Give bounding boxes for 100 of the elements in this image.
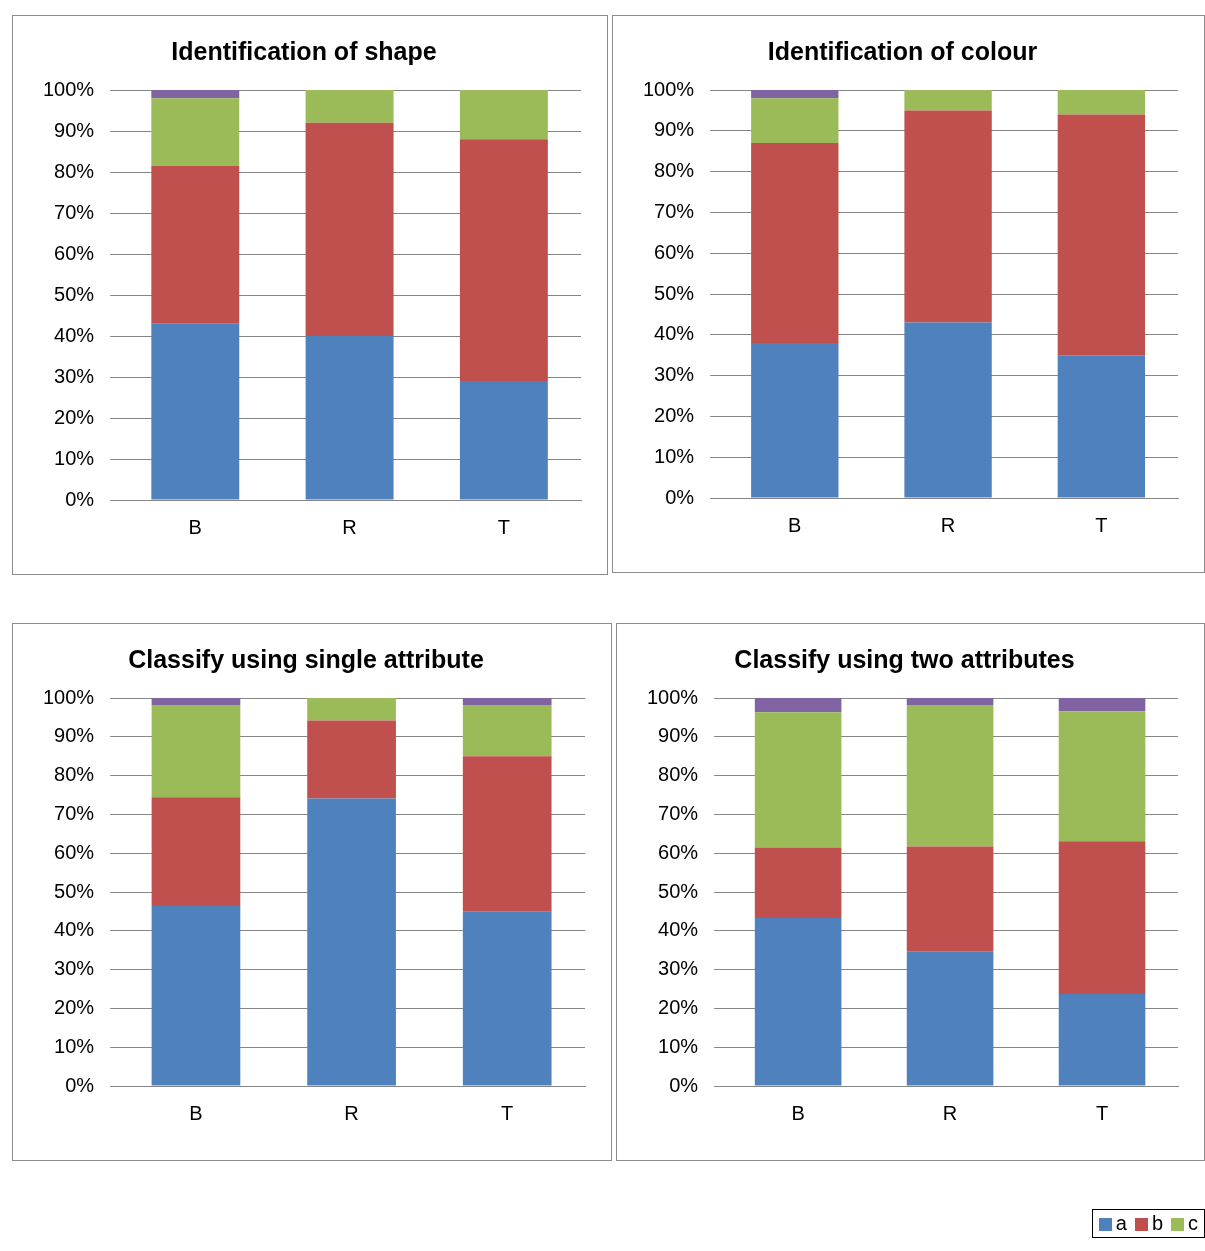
bar <box>151 323 240 500</box>
bar <box>459 381 548 500</box>
bar <box>305 336 394 500</box>
x-tick-label: T <box>501 1101 514 1124</box>
bar <box>462 756 552 912</box>
bar <box>462 698 552 705</box>
bar <box>1057 355 1146 498</box>
bar <box>151 90 240 99</box>
x-tick-label: B <box>791 1101 805 1124</box>
x-tick-label: B <box>189 1101 203 1124</box>
bar <box>1058 698 1146 712</box>
bar <box>305 90 394 123</box>
y-tick-label: 100% <box>43 77 95 100</box>
bar <box>151 98 240 166</box>
bar <box>151 905 241 1086</box>
legend-label: c <box>1187 1212 1198 1235</box>
x-tick-label: T <box>1095 1101 1109 1124</box>
y-tick-label: 60% <box>658 840 699 863</box>
y-tick-label: 80% <box>54 763 95 786</box>
bar <box>906 846 994 952</box>
bar <box>904 90 992 111</box>
x-tick-label: B <box>188 515 202 538</box>
bar <box>904 322 992 498</box>
bar <box>151 165 240 324</box>
bar <box>151 704 241 798</box>
y-tick-label: 30% <box>658 957 699 980</box>
y-tick-label: 20% <box>54 995 95 1018</box>
x-tick-label: R <box>344 1101 359 1124</box>
y-tick-label: 10% <box>658 1034 699 1057</box>
y-tick-label: 50% <box>54 282 95 305</box>
bar <box>1058 994 1146 1086</box>
y-tick-label: 20% <box>54 405 95 428</box>
y-tick-label: 20% <box>654 403 695 426</box>
bar <box>151 797 241 906</box>
bar <box>1058 841 1146 995</box>
x-tick-label: T <box>497 515 510 538</box>
y-tick-label: 80% <box>658 763 699 786</box>
legend-label: b <box>1150 1212 1163 1235</box>
y-tick-label: 0% <box>665 485 695 508</box>
y-tick-label: 90% <box>54 724 95 747</box>
y-tick-label: 70% <box>658 801 699 824</box>
bar <box>459 90 548 140</box>
bar <box>906 704 994 847</box>
bar <box>1057 90 1146 115</box>
y-tick-label: 60% <box>54 241 95 264</box>
y-tick-label: 80% <box>654 159 695 182</box>
x-tick-label: R <box>942 1101 958 1124</box>
bar <box>459 139 548 382</box>
y-tick-label: 50% <box>654 281 695 304</box>
y-tick-label: 60% <box>54 840 95 863</box>
bar <box>462 911 552 1086</box>
bar <box>754 698 842 713</box>
y-tick-label: 10% <box>654 444 695 467</box>
bar <box>904 110 992 323</box>
y-tick-label: 30% <box>54 364 95 387</box>
chart-title: Classify using two attributes <box>734 644 1075 673</box>
x-tick-label: B <box>788 513 802 536</box>
chart-title: Identification of shape <box>171 36 437 65</box>
x-tick-label: R <box>940 513 956 536</box>
y-tick-label: 80% <box>54 159 95 182</box>
y-tick-label: 70% <box>654 199 695 222</box>
y-tick-label: 100% <box>647 685 699 708</box>
y-tick-label: 60% <box>654 240 695 263</box>
y-tick-label: 0% <box>669 1073 699 1096</box>
bar <box>751 98 839 144</box>
bar <box>754 712 842 848</box>
y-tick-label: 100% <box>43 685 95 708</box>
chart-title: Classify using single attribute <box>128 644 484 673</box>
bar <box>307 698 396 721</box>
bar <box>751 342 839 498</box>
y-tick-label: 40% <box>658 918 699 941</box>
bar <box>751 90 839 99</box>
y-tick-label: 70% <box>54 200 95 223</box>
y-tick-label: 90% <box>658 724 699 747</box>
y-tick-label: 0% <box>65 487 95 510</box>
chart-title: Identification of colour <box>767 36 1038 65</box>
y-tick-label: 10% <box>54 446 95 469</box>
bar <box>906 698 994 705</box>
y-tick-label: 70% <box>54 801 95 824</box>
y-tick-label: 40% <box>54 918 95 941</box>
x-tick-label: T <box>1095 513 1108 536</box>
bar <box>751 143 839 343</box>
y-tick-label: 30% <box>54 957 95 980</box>
y-tick-label: 0% <box>65 1073 95 1096</box>
y-tick-label: 50% <box>658 879 699 902</box>
y-tick-label: 100% <box>643 77 695 100</box>
bar <box>462 704 552 757</box>
x-tick-label: R <box>342 515 357 538</box>
bar <box>307 798 396 1086</box>
y-tick-label: 40% <box>54 323 95 346</box>
y-tick-label: 40% <box>654 322 695 345</box>
bar <box>754 918 842 1086</box>
y-tick-label: 90% <box>54 118 95 141</box>
bar <box>1058 711 1146 842</box>
y-tick-label: 90% <box>654 118 695 141</box>
bar <box>1057 114 1146 356</box>
y-tick-label: 20% <box>658 995 699 1018</box>
bar <box>906 951 994 1086</box>
y-tick-label: 10% <box>54 1034 95 1057</box>
bar <box>305 122 394 336</box>
